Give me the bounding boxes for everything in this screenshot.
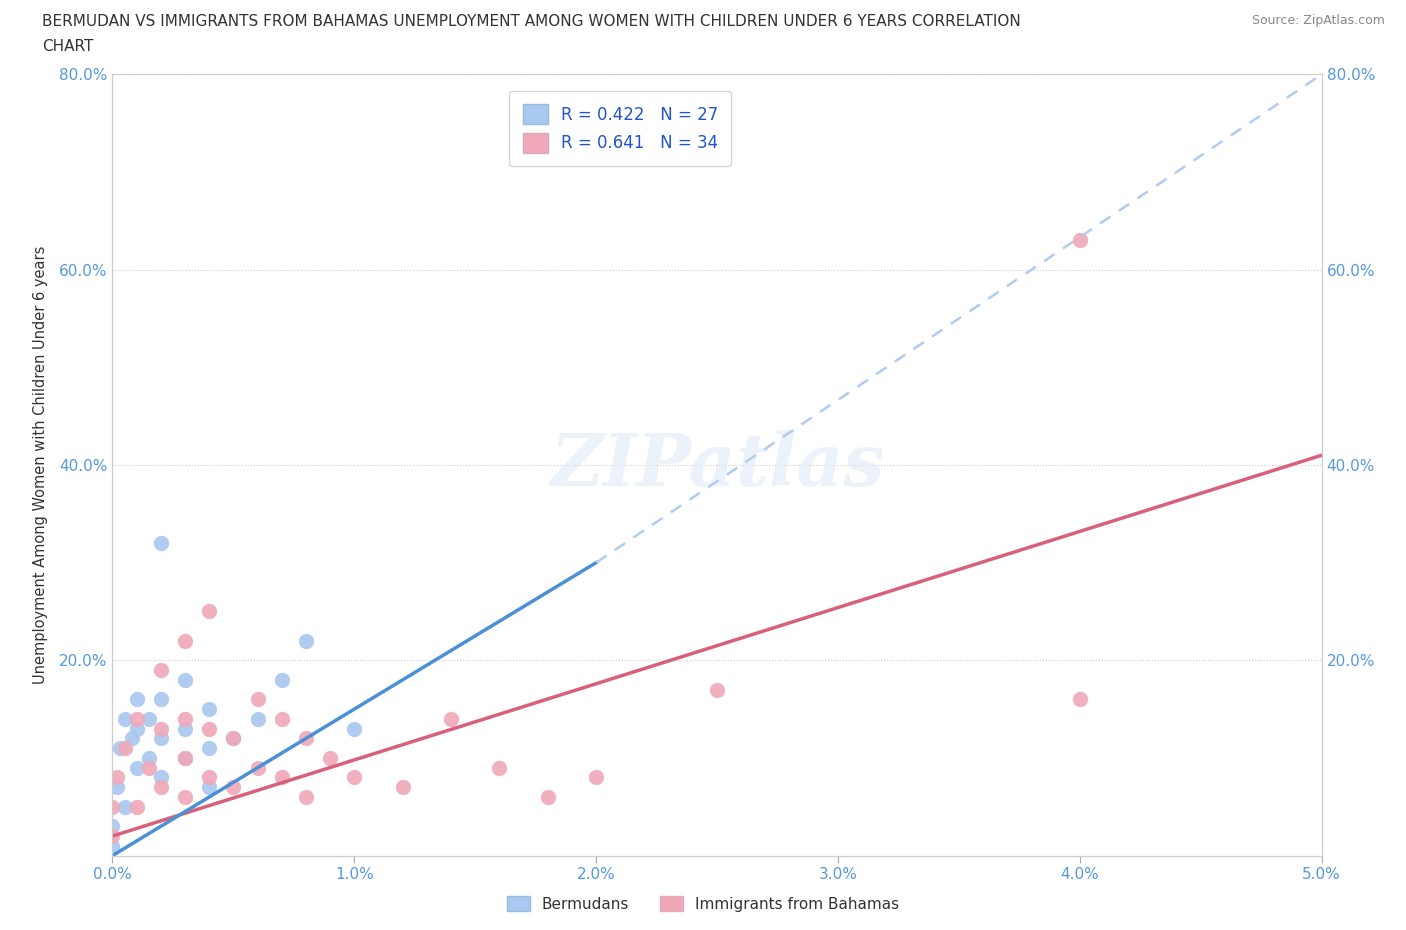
Point [149, 779, 172, 794]
Point [391, 779, 413, 794]
Point [488, 761, 510, 776]
Point [174, 672, 197, 687]
Point [270, 672, 292, 687]
Point [101, 839, 124, 854]
Point [174, 633, 197, 648]
Text: CHART: CHART [42, 39, 94, 54]
Point [125, 692, 148, 707]
Point [149, 722, 172, 737]
Point [198, 722, 221, 737]
Point [174, 722, 197, 737]
Point [149, 536, 172, 551]
Point [295, 731, 318, 746]
Point [343, 722, 366, 737]
Point [198, 604, 221, 619]
Point [101, 829, 124, 844]
Point [114, 711, 136, 726]
Point [222, 779, 245, 794]
Point [121, 731, 143, 746]
Point [343, 770, 366, 785]
Point [319, 751, 342, 765]
Point [246, 692, 269, 707]
Point [138, 751, 160, 765]
Point [270, 711, 292, 726]
Point [198, 770, 221, 785]
Point [174, 751, 197, 765]
Point [246, 711, 269, 726]
Point [440, 711, 463, 726]
Point [108, 740, 131, 755]
Point [198, 779, 221, 794]
Point [222, 731, 245, 746]
Point [101, 819, 124, 834]
Point [246, 761, 269, 776]
Point [174, 711, 197, 726]
Point [149, 662, 172, 677]
Legend: Bermudans, Immigrants from Bahamas: Bermudans, Immigrants from Bahamas [501, 889, 905, 918]
Point [125, 722, 148, 737]
Point [125, 761, 148, 776]
Point [101, 800, 124, 815]
Point [270, 770, 292, 785]
Point [125, 711, 148, 726]
Text: ZIPatlas: ZIPatlas [550, 430, 884, 500]
Point [174, 751, 197, 765]
Y-axis label: Unemployment Among Women with Children Under 6 years: Unemployment Among Women with Children U… [32, 246, 48, 684]
Point [295, 790, 318, 804]
Point [105, 779, 128, 794]
Point [149, 770, 172, 785]
Point [114, 800, 136, 815]
Point [198, 702, 221, 717]
Point [149, 692, 172, 707]
Point [198, 740, 221, 755]
Point [105, 770, 128, 785]
Point [295, 633, 318, 648]
Point [149, 731, 172, 746]
Text: Source: ZipAtlas.com: Source: ZipAtlas.com [1251, 14, 1385, 27]
Point [706, 683, 728, 698]
Point [1069, 232, 1091, 247]
Point [114, 740, 136, 755]
Legend: R = 0.422   N = 27, R = 0.641   N = 34: R = 0.422 N = 27, R = 0.641 N = 34 [509, 90, 731, 166]
Point [174, 790, 197, 804]
Point [138, 711, 160, 726]
Point [1069, 692, 1091, 707]
Point [537, 790, 560, 804]
Point [125, 800, 148, 815]
Point [585, 770, 607, 785]
Point [138, 761, 160, 776]
Point [222, 731, 245, 746]
Text: BERMUDAN VS IMMIGRANTS FROM BAHAMAS UNEMPLOYMENT AMONG WOMEN WITH CHILDREN UNDER: BERMUDAN VS IMMIGRANTS FROM BAHAMAS UNEM… [42, 14, 1021, 29]
